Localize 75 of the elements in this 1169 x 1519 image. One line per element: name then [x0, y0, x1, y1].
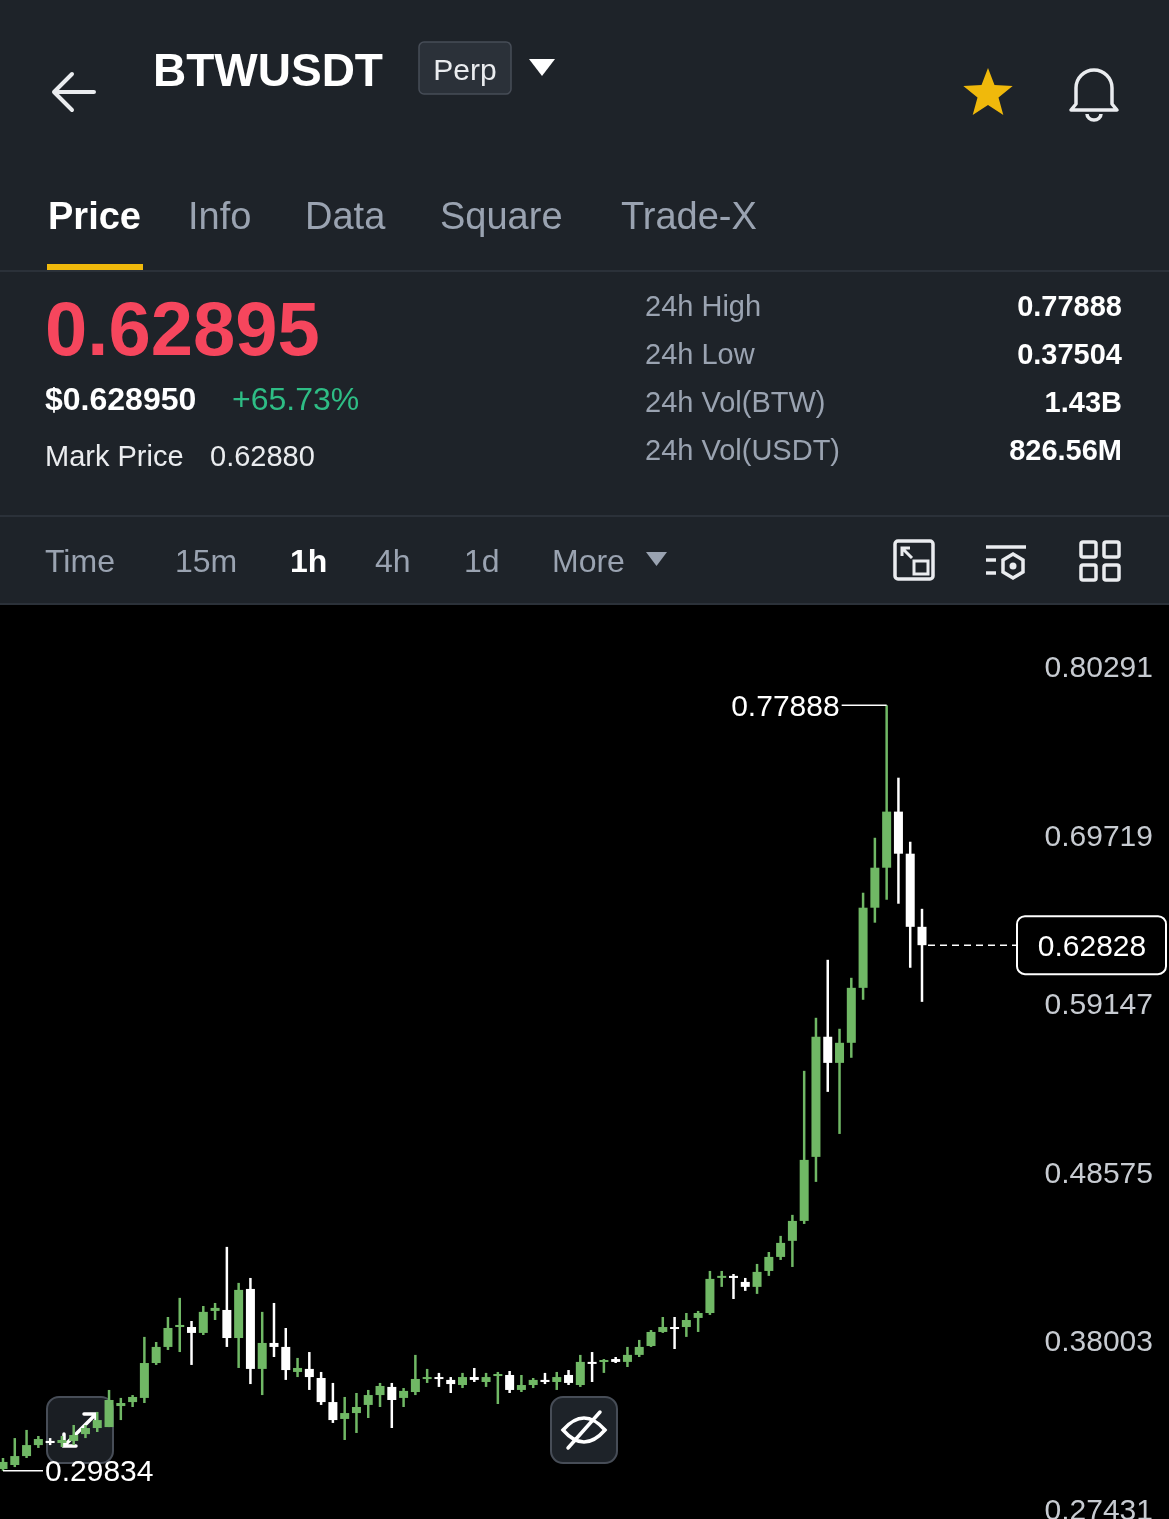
candlestick [304, 1350, 314, 1392]
candlestick [281, 1326, 291, 1382]
candlestick [493, 1370, 503, 1406]
candlestick [399, 1386, 409, 1409]
text: Perp [433, 52, 497, 86]
candlestick [69, 1423, 79, 1447]
text: Square [440, 195, 563, 237]
text: 1d [464, 543, 500, 579]
text: 24h Vol(USDT) [645, 434, 841, 466]
text: +65.73% [232, 381, 360, 417]
candlestick [575, 1353, 585, 1389]
candlestick [340, 1395, 350, 1442]
candlestick [469, 1366, 479, 1384]
candlestick [163, 1315, 173, 1352]
candlestick [446, 1375, 456, 1395]
ref-line-label: 0.62828 [1037, 928, 1147, 962]
candlestick [717, 1269, 727, 1289]
annotation: 0.77888 [731, 688, 840, 722]
candlestick [363, 1388, 373, 1420]
y-tick-label: 0.59147 [1044, 987, 1153, 1021]
text: 4h [375, 543, 411, 579]
y-tick-label: 0.38003 [1044, 1324, 1153, 1358]
text: 826.56M [1009, 434, 1122, 466]
y-tick-label: 0.27431 [1044, 1492, 1153, 1519]
text: More [552, 543, 625, 579]
text: Data [305, 195, 387, 237]
candlestick [552, 1370, 562, 1392]
candlestick [622, 1345, 632, 1369]
candlestick [835, 1027, 845, 1136]
text: 0.62880 [210, 440, 315, 472]
text: 0.62895 [45, 285, 320, 371]
text: 1.43B [1044, 386, 1122, 418]
y-tick-label: 0.80291 [1044, 650, 1153, 684]
candlestick [187, 1319, 197, 1367]
candlestick [116, 1396, 126, 1422]
candlestick [681, 1311, 691, 1339]
text: Time [45, 543, 115, 579]
text: 1h [290, 543, 328, 579]
candlestick [728, 1272, 738, 1301]
y-tick-label: 0.48575 [1044, 1155, 1153, 1189]
candlestick [587, 1350, 597, 1384]
candlestick [175, 1296, 185, 1354]
text: 15m [175, 543, 238, 579]
text: 24h High [645, 290, 762, 322]
candlestick [670, 1315, 680, 1351]
candlestick [269, 1301, 279, 1359]
text: 0.37504 [1017, 338, 1122, 370]
candlestick [151, 1340, 161, 1367]
text: 0.77888 [1017, 290, 1122, 322]
text: $0.628950 [45, 381, 197, 417]
text: Info [188, 195, 252, 237]
candlestick [505, 1369, 515, 1395]
candlestick [92, 1410, 102, 1434]
y-tick-label: 0.69719 [1044, 818, 1153, 852]
annotation: 0.29834 [45, 1454, 154, 1488]
chart-title: BTWUSDT [153, 44, 383, 96]
text: Trade-X [621, 195, 757, 237]
candlestick [375, 1381, 385, 1409]
candlestick [764, 1250, 774, 1278]
text: 24h Low [645, 338, 756, 370]
candlestick [293, 1356, 303, 1379]
candlestick [198, 1304, 208, 1337]
text: Price [48, 195, 141, 237]
candlestick [10, 1436, 20, 1469]
candlestick [22, 1428, 32, 1460]
candlestick [351, 1391, 361, 1435]
candlestick [387, 1381, 397, 1430]
candlestick [410, 1353, 420, 1397]
candlestick [776, 1234, 786, 1262]
candlestick [693, 1309, 703, 1334]
candlestick [787, 1213, 797, 1269]
candlestick [328, 1381, 338, 1425]
text: Mark Price [45, 440, 184, 472]
text: 24h Vol(BTW) [645, 386, 826, 418]
candlestick [752, 1262, 762, 1296]
